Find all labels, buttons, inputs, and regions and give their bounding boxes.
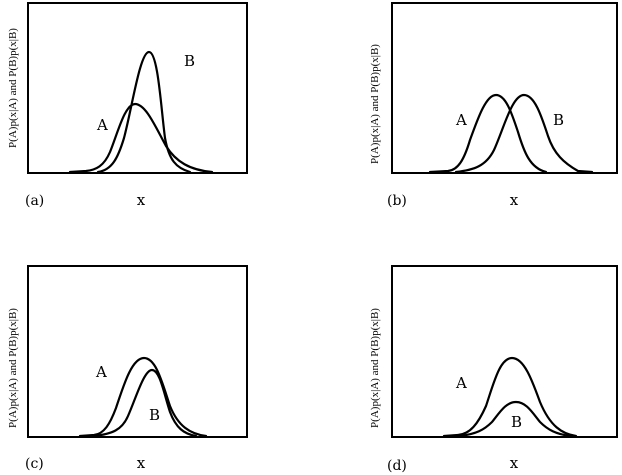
panel-a: A B P(A)p(x|A) and P(B)p(x|B) x (a): [7, 2, 248, 209]
panel-b: A B P(A)p(x|A) and P(B)p(x|B) x (b): [369, 2, 618, 209]
panel-a-xlabel: x: [137, 191, 146, 209]
panel-b-xlabel: x: [510, 191, 519, 209]
panel-b-tag: (b): [387, 193, 407, 209]
panel-d-curve-b: [458, 400, 572, 438]
panel-c-tag: (c): [25, 456, 44, 472]
panel-c-curve-a: [78, 356, 208, 438]
panel-d: A B P(A)p(x|A) and P(B)p(x|B) x (d): [369, 265, 618, 474]
panel-a-tag: (a): [25, 193, 44, 209]
panel-c-ylabel: P(A)p(x|A) and P(B)p(x|B): [7, 308, 19, 428]
panel-a-frame: [27, 2, 248, 174]
panel-d-curve-a: [442, 356, 578, 438]
panel-c: A B P(A)p(x|A) and P(B)p(x|B) x (c): [7, 265, 248, 472]
panel-b-label-b: B: [553, 111, 564, 129]
panel-b-ylabel: P(A)p(x|A) and P(B)p(x|B): [369, 44, 381, 164]
panel-a-curve-b: [96, 50, 192, 174]
panel-d-ylabel: P(A)p(x|A) and P(B)p(x|B): [369, 308, 381, 428]
panel-d-xlabel: x: [510, 454, 519, 472]
panel-a-label-a: A: [96, 116, 108, 134]
panel-c-xlabel: x: [137, 454, 146, 472]
panel-a-label-b: B: [184, 52, 195, 70]
panel-b-frame: [391, 2, 618, 174]
panel-b-curve-b: [454, 93, 594, 174]
panel-a-ylabel: P(A)p(x|A) and P(B)p(x|B): [7, 28, 19, 148]
panel-d-frame: [391, 265, 618, 438]
panel-c-curve-b: [92, 368, 198, 438]
panel-c-frame: [27, 265, 248, 438]
panel-d-label-a: A: [455, 374, 467, 392]
panel-c-label-a: A: [95, 363, 107, 381]
panel-d-tag: (d): [387, 458, 407, 474]
panel-b-label-a: A: [455, 111, 467, 129]
panel-b-curve-a: [428, 93, 548, 174]
panel-a-curve-a: [68, 102, 214, 174]
panel-d-label-b: B: [511, 413, 522, 431]
panel-c-label-b: B: [149, 406, 160, 424]
